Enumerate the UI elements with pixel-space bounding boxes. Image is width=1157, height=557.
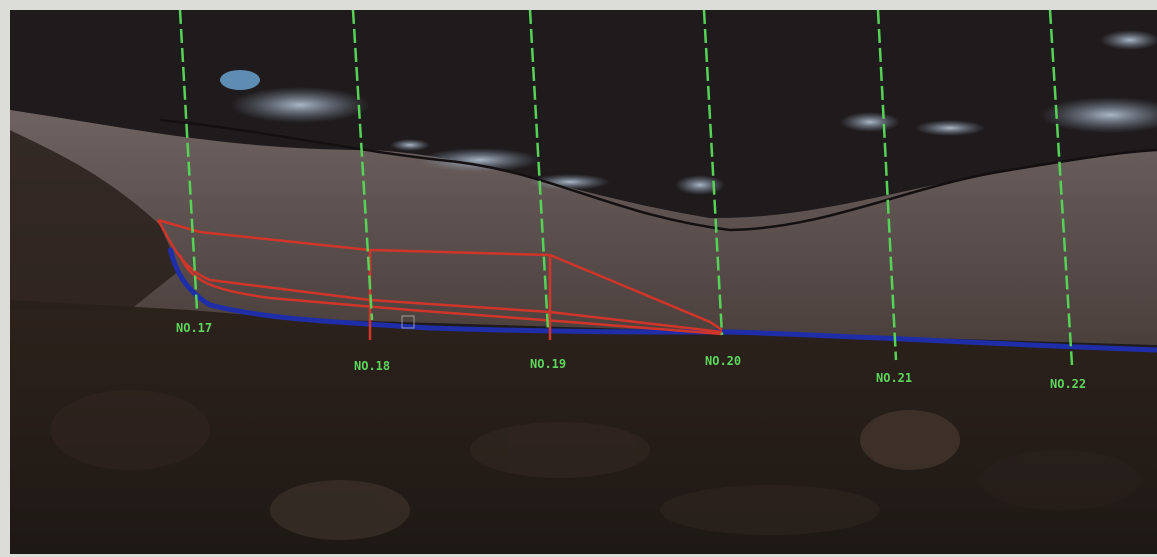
marker-square [401, 315, 415, 329]
blue-boundary-line [167, 247, 1157, 353]
station-label-22: NO.22 [1050, 377, 1086, 391]
left-vegetation [10, 130, 180, 310]
station-line-18 [351, 10, 374, 321]
station-line-17 [178, 10, 199, 311]
station-label-18: NO.18 [354, 359, 390, 373]
station-lines [178, 10, 1074, 366]
station-line-19 [528, 10, 550, 331]
station-line-20 [702, 10, 724, 336]
red-lower-line [178, 254, 723, 336]
station-label-20: NO.20 [705, 354, 741, 368]
station-line-21 [876, 10, 898, 361]
red-boundary-lines [156, 218, 723, 340]
ground-area [10, 300, 1157, 554]
station-label-21: NO.21 [876, 371, 912, 385]
station-label-19: NO.19 [530, 357, 566, 371]
ground-texture [50, 390, 1140, 540]
station-line-22 [1048, 10, 1074, 366]
snow-patches [220, 30, 1157, 195]
annotated-aerial-image: NO.17 NO.18 NO.19 NO.20 NO.21 NO.22 [10, 10, 1157, 554]
shoreline-curve [159, 118, 1157, 232]
station-label-17: NO.17 [176, 321, 212, 335]
river-band [10, 110, 1157, 345]
aerial-photo: NO.17 NO.18 NO.19 NO.20 NO.21 NO.22 [10, 10, 1157, 554]
